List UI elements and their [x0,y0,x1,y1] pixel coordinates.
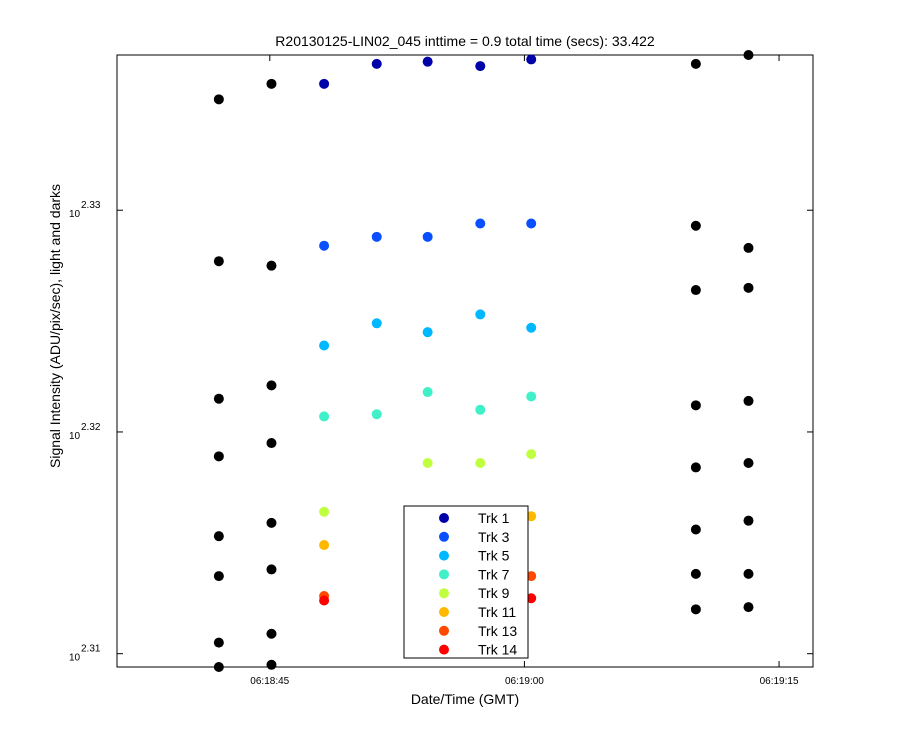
trk-14-point [526,593,537,604]
y-axis-label: Signal Intensity (ADU/pix/sec), light an… [47,184,63,468]
legend-label-trk-14: Trk 14 [478,642,517,658]
x-axis-label: Date/Time (GMT) [411,691,519,707]
dark-point [690,568,701,579]
trk-1-point [526,54,537,65]
legend-label-trk-1: Trk 1 [478,510,510,526]
dark-point [743,568,754,579]
dark-point [266,260,277,271]
y-tick-base: 10 [69,431,81,442]
dark-point [266,628,277,639]
y-tick-exponent: 2.32 [81,422,101,433]
y-tick-base: 10 [69,209,81,220]
trk-1-point [371,58,382,69]
dark-point [266,438,277,449]
legend: Trk 1 Trk 3 Trk 5 Trk 7 Trk 9 Trk 11 Trk 13 Trk… [403,505,529,659]
trk-5-point [526,322,537,333]
dark-point [690,462,701,473]
trk-7-point [319,411,330,422]
legend-label-trk-5: Trk 5 [478,548,510,564]
legend-marker-trk-13 [439,625,449,636]
trk-9-point [422,458,433,468]
x-tick-label: 06:19:00 [505,676,544,687]
legend-label-trk-11: Trk 11 [478,604,516,620]
legend-marker-trk-11 [439,607,449,617]
chart-title: R20130125-LIN02_045 inttime = 0.9 total … [275,33,655,49]
dark-point [266,659,277,670]
legend-box [403,505,529,659]
dark-point [213,256,224,267]
dark-point [213,637,224,648]
dark-point [690,524,701,535]
trk-3-point [526,218,537,229]
trk-5-point [371,318,382,329]
dark-point [743,50,754,60]
trk-13-point [526,571,537,582]
y-tick-exponent: 2.33 [81,200,101,211]
trk-9-point [526,449,537,460]
dark-point [690,220,701,231]
dark-point [266,564,277,575]
dark-point [213,94,224,105]
legend-marker-trk-9 [439,588,449,599]
dark-point [213,531,224,542]
dark-point [266,517,277,528]
dark-point [743,515,754,526]
legend-label-trk-7: Trk 7 [478,566,510,582]
trk-3-point [422,231,433,242]
trk-7-point [371,409,382,420]
legend-marker-trk-7 [439,569,449,580]
dark-point [266,380,277,391]
trk-5-point [319,340,330,351]
dark-point [743,458,754,468]
trk-3-point [371,231,382,242]
axis-ticks: 06:18:45 06:19:00 06:19:15102.31102.32102.… [69,55,813,687]
legend-label-trk-9: Trk 9 [478,585,510,601]
trk-7-point [422,387,433,398]
trk-3-point [475,218,486,229]
legend-label-trk-13: Trk 13 [478,623,517,639]
legend-marker-trk-3 [439,531,449,542]
dark-point [266,78,277,89]
legend-marker-trk-1 [439,513,449,523]
dark-point [213,393,224,404]
dark-point [690,58,701,69]
dark-point [690,604,701,615]
trk-1-point [422,56,433,67]
dark-point [743,602,754,613]
legend-marker-trk-14 [439,644,449,655]
trk-14-point [319,595,330,606]
trk-11-point [526,511,537,522]
trk-7-point [526,391,537,402]
dark-point [213,571,224,582]
trk-7-point [475,404,486,415]
dark-point [743,242,754,253]
trk-5-point [422,327,433,338]
legend-label-trk-3: Trk 3 [478,529,510,545]
dark-point [743,395,754,406]
x-tick-label: 06:19:15 [760,676,799,687]
dark-point [213,662,224,672]
trk-3-point [319,240,330,251]
y-tick-base: 10 [69,653,81,664]
y-tick-exponent: 2.31 [81,644,101,655]
dark-point [743,282,754,293]
legend-marker-trk-5 [439,550,449,561]
dark-point [690,285,701,296]
trk-9-point [475,458,486,468]
x-tick-label: 06:18:45 [250,676,289,687]
dark-point [213,451,224,462]
trk-9-point [319,506,330,517]
trk-11-point [319,540,330,551]
trk-1-point [319,78,330,89]
trk-1-point [475,61,486,72]
trk-5-point [475,309,486,320]
dark-point [690,400,701,411]
